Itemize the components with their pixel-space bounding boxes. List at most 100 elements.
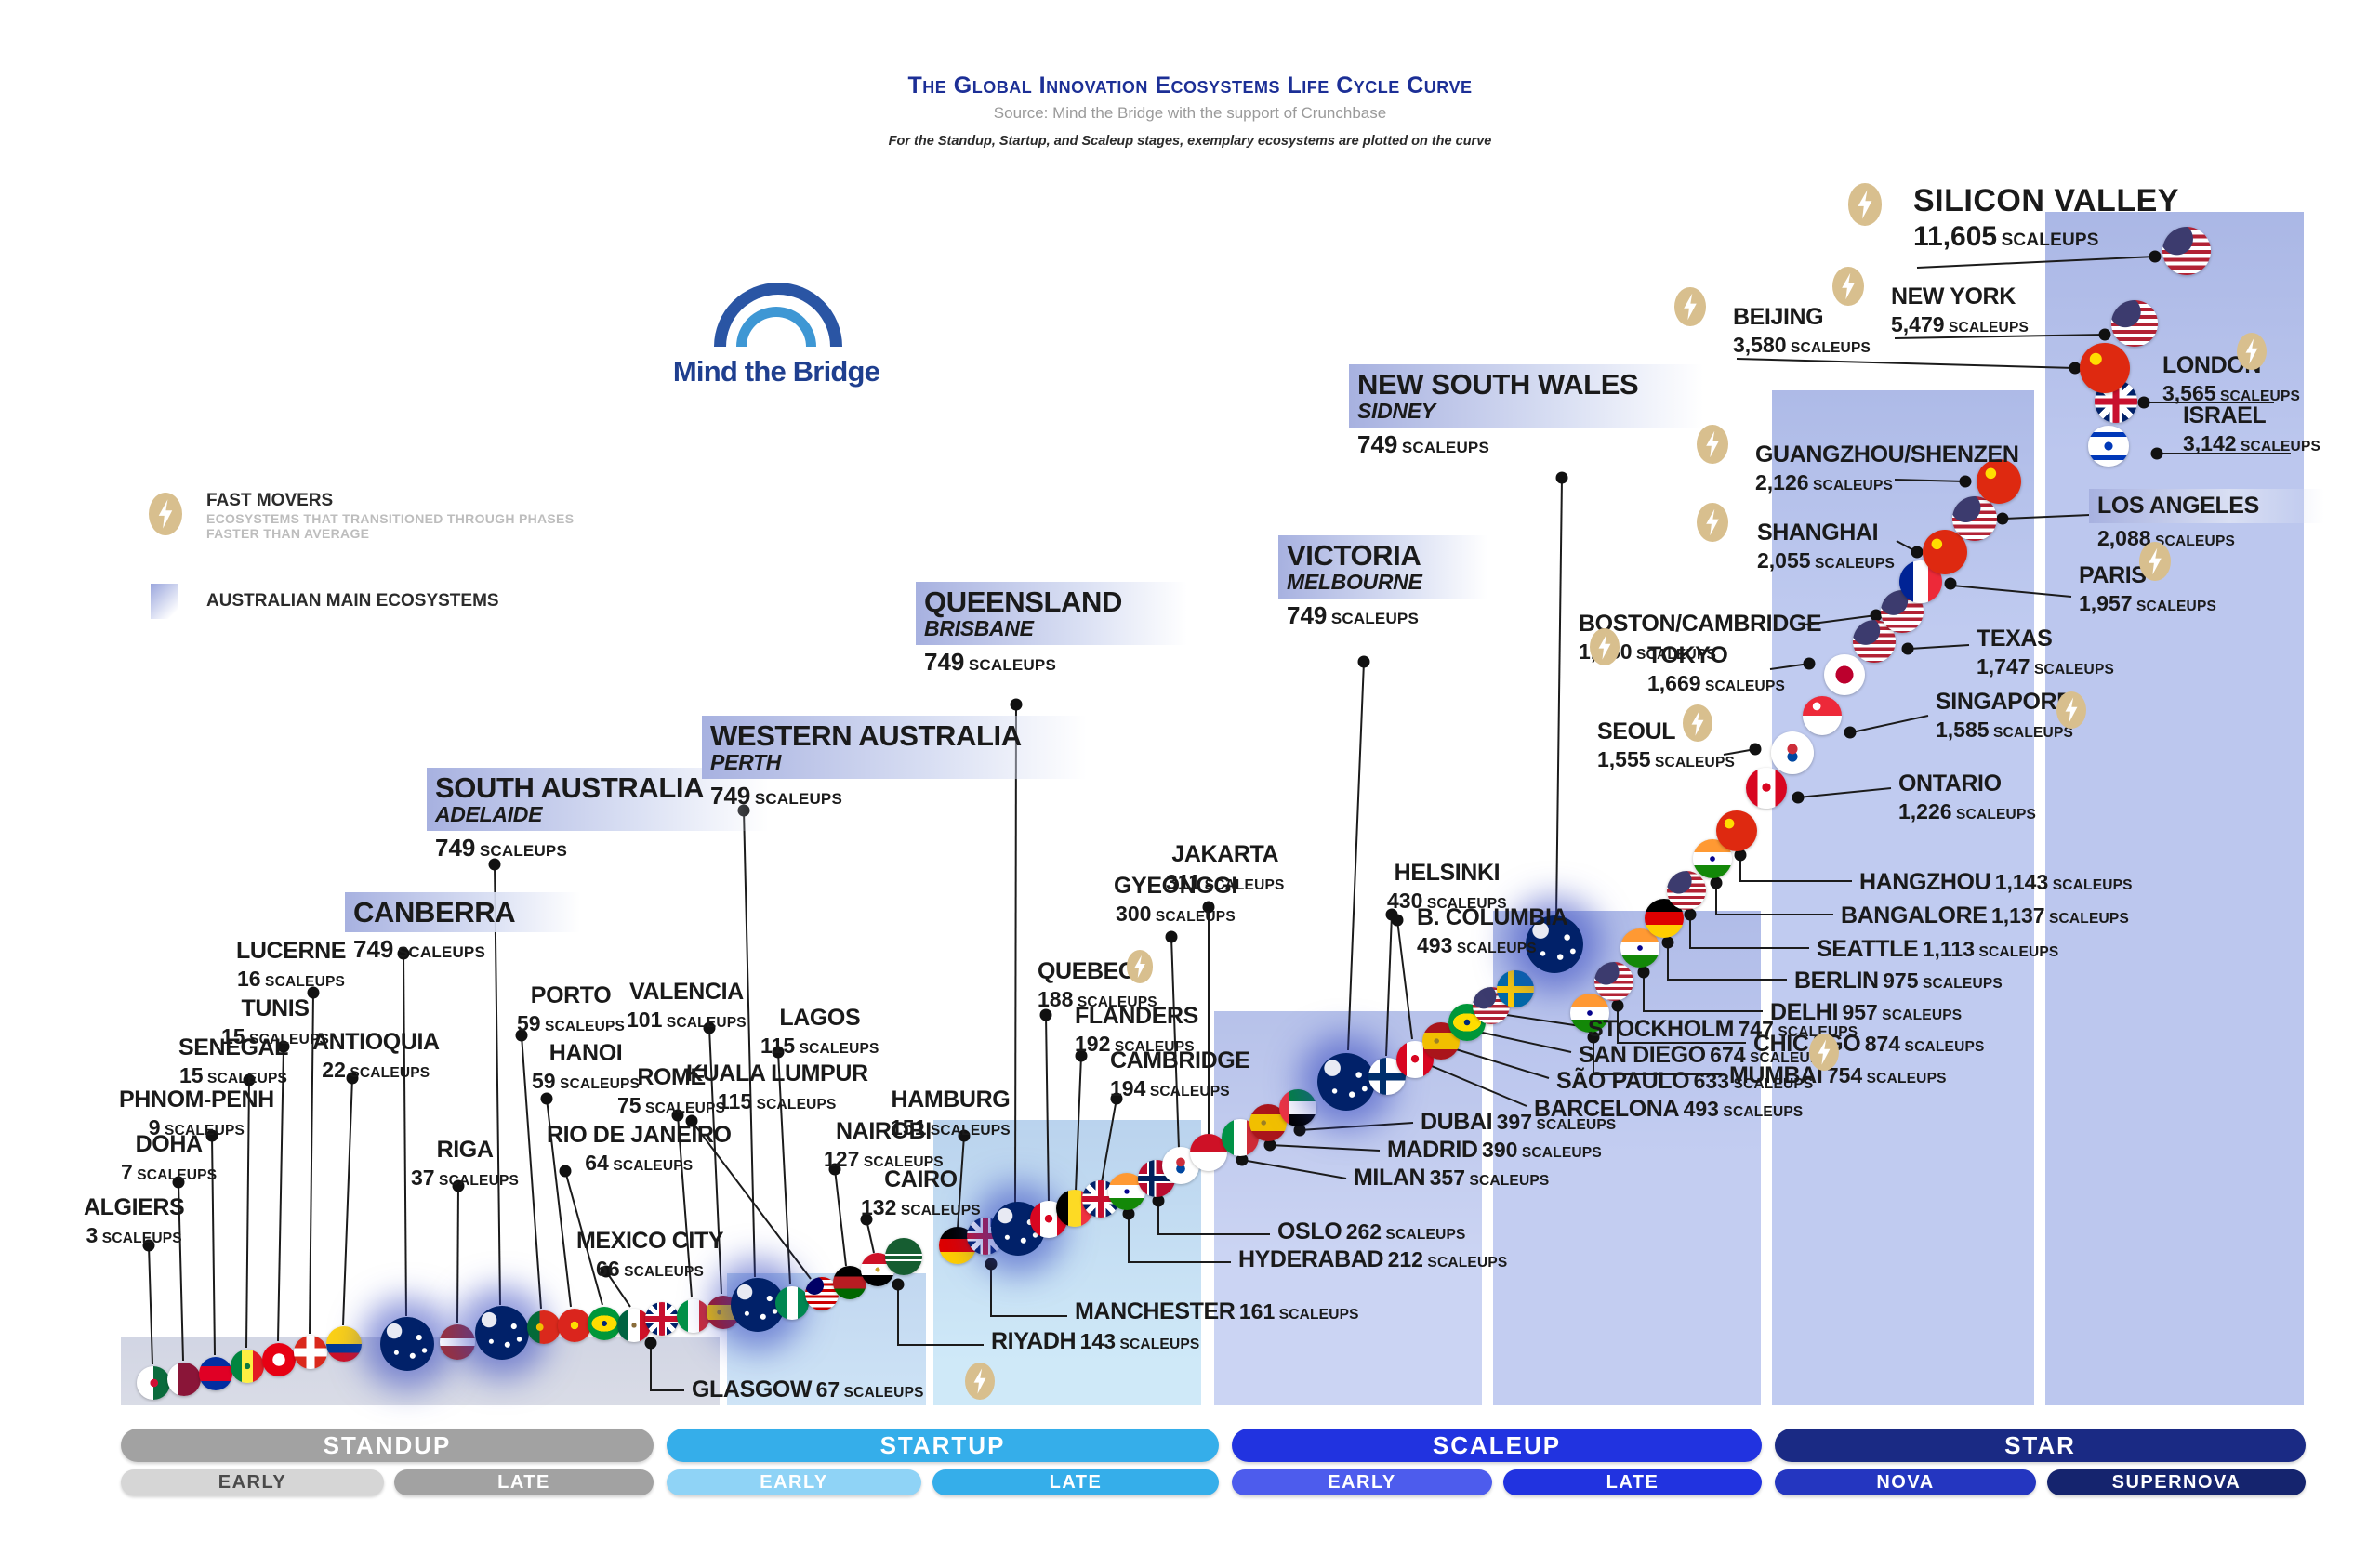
queensland-city: BRISBANE <box>924 616 1034 641</box>
tokyo-leader-line <box>1769 663 1810 670</box>
nairobi-leader-dot <box>828 1163 841 1176</box>
in-flag-icon <box>1570 994 1609 1033</box>
berlin-value: 975 <box>1883 968 1919 993</box>
stage-band-4 <box>1493 911 1761 1405</box>
victoria-city: MELBOURNE <box>1287 570 1422 595</box>
london-leader-dot <box>2137 396 2150 409</box>
gyeonggi-name: GYEONGGI <box>1114 873 1237 899</box>
kuala-lumpur-label: KUALA LUMPUR 115 SCALEUPS <box>686 1061 868 1113</box>
beijing-value: 3,580 SCALEUPS <box>1733 333 1871 357</box>
south-australia-leader-line <box>494 863 501 1306</box>
se-flag-icon <box>1497 970 1534 1007</box>
texas-leader-dot <box>1901 642 1914 655</box>
fast-mover-icon <box>1697 503 1728 542</box>
new-york-leader-line <box>1894 334 2106 339</box>
south-australia-name: SOUTH AUSTRALIA <box>435 771 705 804</box>
us-flag-icon <box>2162 227 2211 275</box>
hyderabad-leader-line <box>1128 1214 1231 1263</box>
doha-name: DOHA <box>135 1131 203 1157</box>
au-flag-icon <box>1526 915 1583 973</box>
seattle-leader-line <box>1689 915 1809 949</box>
lucerne-value: 16 SCALEUPS <box>236 967 346 991</box>
pt-flag-icon <box>527 1310 561 1344</box>
barcelona-leader-line <box>1420 1060 1527 1107</box>
stage-bar-standup: STANDUP <box>121 1429 654 1462</box>
cn-flag-icon <box>1716 810 1757 851</box>
ontario-value: 1,226 SCALEUPS <box>1898 799 2037 823</box>
delhi-leader-line <box>1643 972 1763 1012</box>
riyadh-leader-dot <box>892 1278 905 1291</box>
manchester-leader-dot <box>985 1258 998 1271</box>
nairobi-value: 127 SCALEUPS <box>824 1147 944 1171</box>
phnom-penh-value: 9 SCALEUPS <box>148 1115 245 1139</box>
hangzhou-value: 1,143 <box>1994 870 2049 894</box>
new-south-wales-leader-dot <box>1555 471 1568 484</box>
seattle-value: 1,113 <box>1922 937 1975 961</box>
dubai-leader-dot <box>1293 1124 1306 1137</box>
canberra-leader-dot <box>397 947 410 960</box>
tunis-name: TUNIS <box>241 995 310 1021</box>
hangzhou-leader-line <box>1739 855 1852 882</box>
dubai-name: DUBAI <box>1421 1109 1493 1135</box>
rome-leader-line <box>677 1114 693 1298</box>
rio-de-janeiro-value: 64 SCALEUPS <box>585 1151 694 1175</box>
new-york-leader-dot <box>2098 328 2111 341</box>
tokyo-name: TOKYO <box>1647 642 1728 668</box>
ch-flag-icon <box>294 1336 327 1369</box>
riga-value: 37 SCALEUPS <box>411 1165 520 1190</box>
san-diego-name: SAN DIEGO <box>1579 1042 1706 1068</box>
riga-leader-line <box>456 1185 459 1324</box>
hanoi-leader-dot <box>540 1092 553 1105</box>
gyeonggi-label: GYEONGGI 300 SCALEUPS <box>1114 874 1237 926</box>
ontario-leader-dot <box>1792 791 1805 804</box>
lagos-name: LAGOS <box>779 1005 861 1031</box>
quebec-leader-line <box>1045 1014 1050 1204</box>
rome-name: ROME <box>637 1064 706 1090</box>
paris-value: 1,957 SCALEUPS <box>2079 591 2217 615</box>
dubai-leader-line <box>1299 1122 1414 1131</box>
london-label: LONDON 3,565 SCALEUPS <box>2162 353 2300 405</box>
gyeonggi-leader-line <box>1170 936 1180 1150</box>
valencia-label: VALENCIA 101 SCALEUPS <box>627 980 747 1032</box>
tokyo-leader-dot <box>1803 657 1816 670</box>
hamburg-leader-dot <box>958 1129 971 1142</box>
cairo-value: 132 SCALEUPS <box>861 1195 981 1219</box>
dubai-value: 397 <box>1496 1110 1532 1134</box>
los-angeles-label: LOS ANGELES 2,088 SCALEUPS <box>2089 489 2324 550</box>
glasgow-name: GLASGOW <box>692 1376 813 1402</box>
silicon-valley-value: 11,605 SCALEUPS <box>1913 220 2099 252</box>
berlin-leader-dot <box>1661 936 1674 949</box>
victoria-name: VICTORIA <box>1287 539 1421 572</box>
texas-name: TEXAS <box>1977 625 2053 652</box>
mumbai-leader-dot <box>1587 1031 1600 1044</box>
jakarta-leader-dot <box>1202 901 1215 914</box>
cambridge-leader-dot <box>1110 1092 1123 1105</box>
vn-flag-icon <box>558 1309 591 1342</box>
antioquia-leader-line <box>342 1077 353 1326</box>
substage-bar-1-late: LATE <box>394 1469 654 1495</box>
seattle-leader-dot <box>1684 908 1697 921</box>
fast-mover-icon <box>1126 950 1154 983</box>
senegal-value: 15 SCALEUPS <box>179 1063 288 1087</box>
porto-name: PORTO <box>530 982 612 1008</box>
barcelona-label: BARCELONA 493 SCALEUPS <box>1534 1096 1804 1122</box>
kr-flag-icon <box>1771 731 1814 774</box>
manchester-leader-line <box>990 1264 1067 1317</box>
cambridge-leader-line <box>1101 1098 1117 1183</box>
au-flag-icon <box>1317 1053 1375 1111</box>
shanghai-name: SHANGHAI <box>1757 520 1879 546</box>
senegal-label: SENEGAL 15 SCALEUPS <box>178 1035 288 1087</box>
israel-leader-dot <box>2150 447 2163 460</box>
manchester-value: 161 <box>1238 1299 1276 1323</box>
tn-flag-icon <box>262 1343 296 1376</box>
valencia-name: VALENCIA <box>629 979 744 1005</box>
flanders-value: 192 SCALEUPS <box>1075 1032 1195 1056</box>
oslo-label: OSLO 262 SCALEUPS <box>1277 1218 1466 1244</box>
queensland-leader-line <box>1014 704 1017 1204</box>
substage-bar-2-early: EARLY <box>667 1469 921 1495</box>
b-columbia-value: 493 SCALEUPS <box>1417 933 1537 957</box>
us-flag-icon <box>1952 496 1997 541</box>
lagos-leader-line <box>777 1051 791 1285</box>
logo-arc-inner-icon <box>736 307 816 347</box>
